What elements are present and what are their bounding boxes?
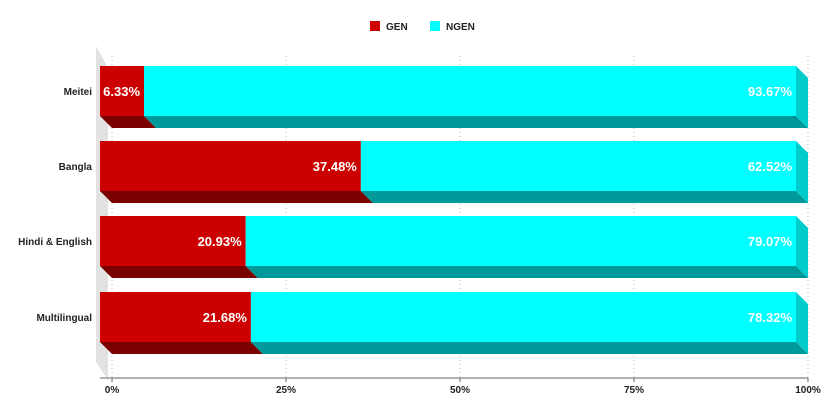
bar-gen-multilingual (100, 292, 251, 342)
x-tick-label: 50% (450, 385, 470, 396)
x-tick-label: 75% (624, 385, 644, 396)
bar-depth-gen (100, 191, 373, 203)
bar-end-cap (796, 292, 808, 354)
data-label-gen: 37.48% (313, 159, 358, 174)
bar-gen-hindi-english (100, 216, 246, 266)
bar-ngen-bangla (360, 141, 796, 191)
bar-end-cap (796, 141, 808, 203)
legend-label-ngen: NGEN (446, 22, 475, 33)
data-label-ngen: 78.32% (748, 310, 793, 325)
x-tick-label: 0% (105, 385, 120, 396)
data-label-gen: 21.68% (203, 310, 248, 325)
data-label-gen: 6.33% (103, 84, 140, 99)
bar-depth-gen (100, 116, 157, 128)
category-label: Multilingual (36, 313, 92, 324)
legend-label-gen: GEN (386, 22, 408, 33)
x-tick-label: 25% (276, 385, 296, 396)
data-label-gen: 20.93% (198, 234, 243, 249)
bar-layer (100, 66, 809, 354)
label-layer: 0% 25% 50% 75% 100% 6.33% 93.67% Meitei 37.48% 62… (18, 84, 821, 396)
bar-gen-bangla (100, 141, 361, 191)
bar-ngen-meitei (144, 66, 797, 116)
bar-end-cap (796, 216, 808, 278)
bar-depth-ngen (250, 342, 808, 354)
data-label-ngen: 62.52% (748, 159, 793, 174)
bar-gen-meitei (100, 66, 145, 116)
bar-depth-ngen (245, 266, 809, 278)
bar-depth-gen (100, 342, 263, 354)
legend-swatch-gen (370, 21, 380, 31)
bar-ngen-multilingual (250, 292, 796, 342)
bar-end-cap (796, 66, 808, 128)
legend-swatch-ngen (430, 21, 440, 31)
bar-ngen-hindi-english (245, 216, 797, 266)
legend: GEN NGEN (370, 21, 475, 33)
category-label: Hindi & English (18, 237, 92, 248)
category-label: Meitei (64, 87, 93, 98)
data-label-ngen: 79.07% (748, 234, 793, 249)
data-label-ngen: 93.67% (748, 84, 793, 99)
x-tick-label: 100% (795, 385, 821, 396)
bar-depth-gen (100, 266, 258, 278)
bar-depth-ngen (144, 116, 809, 128)
category-label: Bangla (59, 162, 93, 173)
bar-depth-ngen (360, 191, 808, 203)
